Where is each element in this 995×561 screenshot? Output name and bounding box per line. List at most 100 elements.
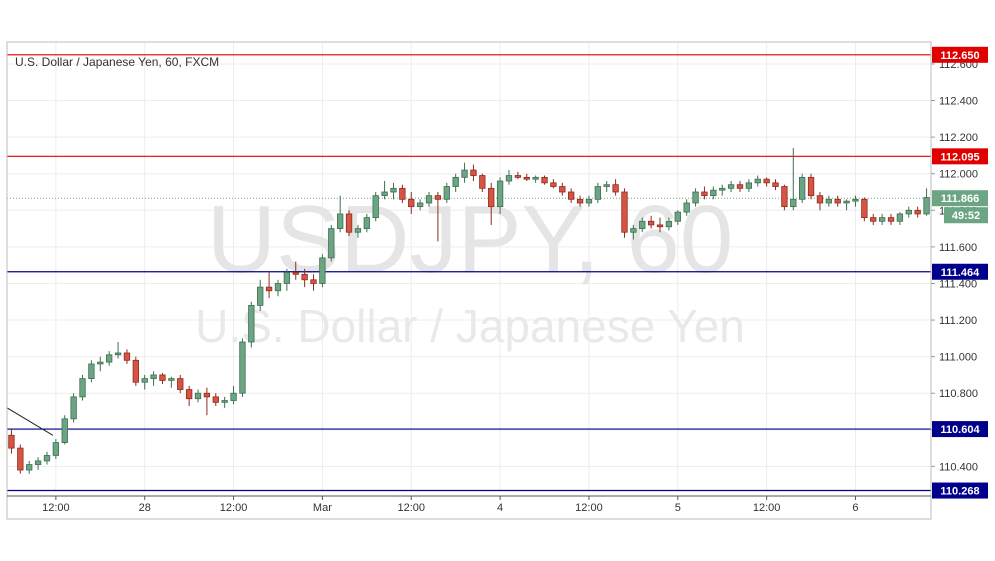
- level-badge-4: 110.268: [932, 482, 988, 499]
- candle-body-29: [265, 286, 273, 292]
- candle-body-19: [177, 378, 184, 390]
- candle-body-69: [621, 191, 628, 233]
- candle-95: [852, 195, 859, 207]
- candle-body-2: [26, 464, 33, 471]
- y-tick-label-8: 112.000: [939, 169, 978, 181]
- candle-45: [408, 192, 415, 214]
- candle-body-67: [603, 184, 610, 187]
- candle-body-5: [52, 442, 60, 456]
- candle-body-4: [43, 455, 51, 462]
- candle-body-79: [710, 189, 717, 197]
- candle-body-94: [843, 200, 850, 204]
- candle-body-6: [61, 418, 68, 444]
- candle-11: [106, 351, 113, 366]
- candle-body-50: [452, 176, 459, 187]
- candle-70: [630, 224, 637, 240]
- candle-71: [639, 217, 646, 233]
- candle-8: [79, 374, 86, 401]
- candle-40: [363, 213, 370, 233]
- candle-15: [141, 374, 148, 390]
- candle-body-54: [488, 187, 495, 208]
- candle-body-77: [692, 191, 699, 204]
- candle-body-49: [443, 186, 450, 200]
- candle-82: [736, 181, 744, 192]
- candle-body-47: [425, 195, 433, 204]
- level-badge-4-label: 110.268: [940, 486, 979, 498]
- candle-body-84: [754, 178, 761, 184]
- current-price-badge-label: 111.866: [941, 193, 980, 205]
- candle-2: [26, 460, 33, 474]
- candle-body-45: [408, 198, 415, 208]
- x-tick-label-8: 12:00: [753, 502, 781, 514]
- current-price-badge-box: [932, 190, 988, 207]
- candle-14: [132, 356, 139, 386]
- candle-5: [52, 438, 60, 460]
- candle-body-55: [496, 180, 504, 208]
- candle-body-10: [97, 361, 104, 365]
- x-tick-label-5: 4: [497, 502, 503, 514]
- candle-body-58: [523, 176, 530, 180]
- candle-body-41: [372, 195, 379, 219]
- candle-92: [825, 195, 832, 207]
- candle-body-102: [914, 209, 921, 215]
- level-badge-0-label: 112.650: [940, 50, 979, 62]
- watermark: USDJPY, 60 U.S. Dollar / Japanese Yen: [195, 186, 745, 352]
- x-tick-label-6: 12:00: [575, 502, 603, 514]
- candle-24: [221, 396, 228, 408]
- level-badge-0: 112.650: [932, 46, 988, 63]
- candle-50: [452, 173, 459, 192]
- candle-83: [745, 179, 753, 192]
- candle-body-42: [381, 191, 388, 197]
- candle-body-78: [701, 191, 708, 197]
- candle-body-25: [230, 392, 237, 401]
- candle-body-51: [461, 169, 468, 178]
- candle-64: [576, 195, 584, 207]
- y-tick-label-10: 112.400: [939, 96, 978, 108]
- countdown-badge: 49:52: [944, 207, 988, 224]
- candle-body-14: [132, 359, 139, 383]
- chart-title: U.S. Dollar / Japanese Yen, 60, FXCM: [15, 55, 219, 69]
- candle-body-99: [887, 217, 895, 222]
- candle-body-0: [8, 434, 15, 449]
- candle-body-21: [194, 392, 202, 400]
- candle-20: [185, 385, 193, 407]
- trendline-layer: [6, 407, 54, 436]
- current-price-badge: 111.866: [932, 190, 988, 207]
- candle-body-22: [203, 392, 211, 398]
- candle-100: [896, 212, 904, 225]
- candle-59: [532, 175, 539, 183]
- candle-body-52: [470, 169, 477, 176]
- candle-body-9: [88, 363, 95, 379]
- level-badge-2-label: 111.464: [941, 267, 980, 279]
- level-badge-4-box: [932, 482, 988, 499]
- y-tick-label-9: 112.200: [939, 132, 978, 144]
- x-tick-label-1: 28: [139, 502, 151, 514]
- candle-body-59: [532, 176, 539, 180]
- candle-67: [603, 181, 610, 192]
- candle-body-36: [328, 228, 335, 259]
- candle-18: [168, 376, 175, 388]
- candle-86: [772, 179, 779, 191]
- candle-body-46: [416, 202, 424, 208]
- candle-13: [123, 349, 131, 364]
- candle-body-43: [390, 187, 397, 193]
- candle-body-18: [168, 378, 175, 381]
- candle-17: [159, 373, 166, 385]
- candle-body-1: [17, 447, 24, 471]
- candle-body-76: [683, 202, 690, 213]
- candle-34: [310, 274, 317, 291]
- candle-55: [496, 177, 504, 214]
- candle-body-13: [123, 352, 131, 361]
- countdown-badge-label: 49:52: [952, 210, 980, 222]
- candle-body-12: [114, 352, 122, 356]
- candle-33: [301, 268, 308, 288]
- candle-body-20: [185, 389, 193, 400]
- candle-41: [372, 192, 379, 222]
- price-badges: 112.650 112.095 111.464 110.604 110.268 111.8…: [932, 46, 988, 499]
- candle-57: [514, 171, 522, 180]
- countdown-badge-box: [944, 207, 988, 224]
- level-badge-3: 110.604: [932, 421, 988, 438]
